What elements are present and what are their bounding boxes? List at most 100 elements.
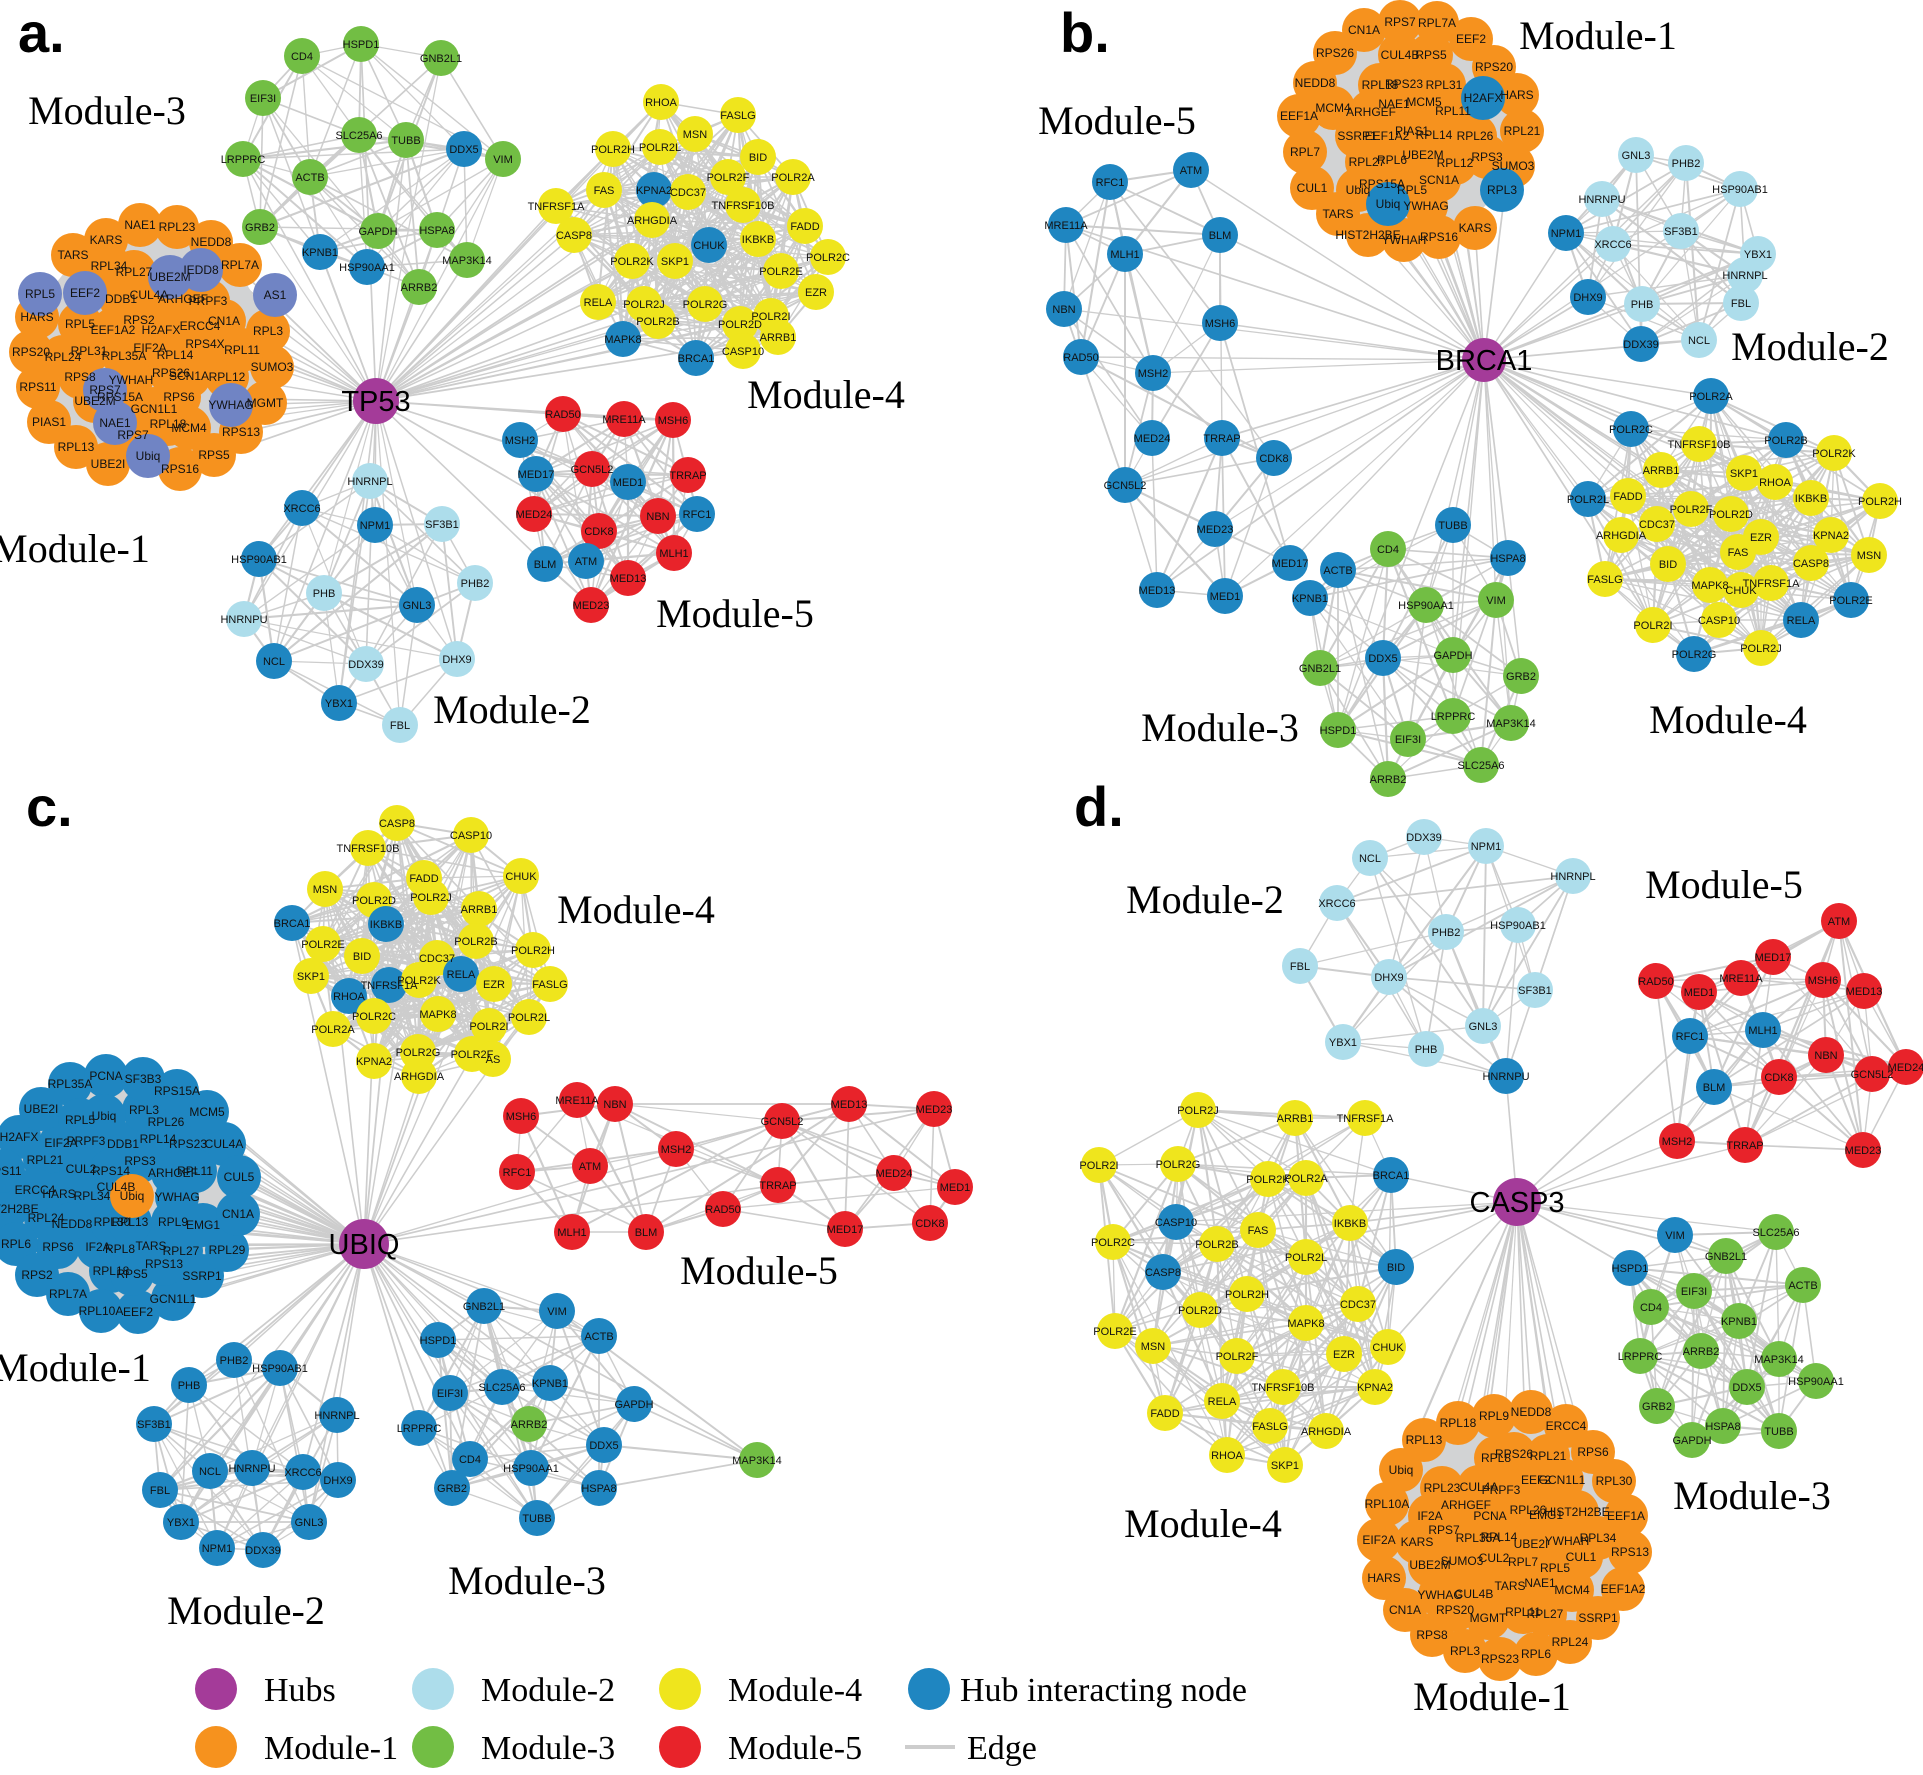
- svg-text:EEF2: EEF2: [123, 1305, 153, 1319]
- svg-text:MAPK8: MAPK8: [1287, 1318, 1324, 1330]
- svg-text:BRCA1: BRCA1: [1436, 345, 1533, 377]
- svg-text:ARHGEF: ARHGEF: [1346, 105, 1396, 119]
- svg-text:VIM: VIM: [493, 154, 513, 166]
- svg-text:ARRB1: ARRB1: [1277, 1113, 1314, 1125]
- svg-text:MED23: MED23: [1845, 1145, 1882, 1157]
- svg-text:KPNB1: KPNB1: [532, 1378, 568, 1390]
- svg-text:MED13: MED13: [1846, 986, 1883, 998]
- svg-text:ACTB: ACTB: [295, 172, 324, 184]
- svg-text:POLR2A: POLR2A: [1284, 1173, 1328, 1185]
- svg-text:CASP8: CASP8: [1145, 1267, 1181, 1279]
- svg-text:MED24: MED24: [876, 1168, 913, 1180]
- svg-text:GNB2L1: GNB2L1: [420, 53, 462, 65]
- svg-text:NBN: NBN: [603, 1099, 626, 1111]
- svg-text:RPL11: RPL11: [1505, 1605, 1541, 1619]
- svg-text:RPL26: RPL26: [1457, 129, 1494, 143]
- svg-text:PHB2: PHB2: [461, 578, 490, 590]
- svg-text:RPL27: RPL27: [1527, 1607, 1564, 1621]
- svg-text:ARHGDIA: ARHGDIA: [394, 1071, 445, 1083]
- svg-text:MSH2: MSH2: [1662, 1136, 1693, 1148]
- svg-text:CUL2: CUL2: [1479, 1551, 1510, 1565]
- svg-text:Module-3: Module-3: [481, 1730, 615, 1767]
- svg-text:ARRB1: ARRB1: [1643, 465, 1680, 477]
- svg-text:RPL24: RPL24: [28, 1211, 65, 1225]
- svg-text:HSPD1: HSPD1: [1320, 725, 1357, 737]
- svg-text:RPL18: RPL18: [1440, 1416, 1477, 1430]
- svg-text:Module-2: Module-2: [433, 687, 591, 732]
- svg-text:GAPDH: GAPDH: [1672, 1435, 1711, 1447]
- svg-text:SF3B3: SF3B3: [125, 1072, 162, 1086]
- svg-text:RPL3: RPL3: [129, 1103, 159, 1117]
- svg-text:NAE1: NAE1: [99, 416, 131, 430]
- svg-text:ARRB2: ARRB2: [1683, 1346, 1720, 1358]
- svg-text:BLM: BLM: [635, 1227, 658, 1239]
- svg-text:DDX39: DDX39: [1406, 832, 1441, 844]
- svg-text:UBE2M: UBE2M: [74, 394, 115, 408]
- svg-text:HSPD1: HSPD1: [420, 1335, 457, 1347]
- svg-text:POLR2C: POLR2C: [1609, 424, 1653, 436]
- svg-text:IKBKB: IKBKB: [742, 234, 774, 246]
- svg-text:NEDD8: NEDD8: [1295, 76, 1336, 90]
- svg-text:YBX1: YBX1: [325, 698, 353, 710]
- svg-text:CUL4A: CUL4A: [205, 1137, 244, 1151]
- svg-text:CUL4B: CUL4B: [97, 1180, 136, 1194]
- svg-text:UBE2M: UBE2M: [149, 270, 190, 284]
- svg-text:ACTB: ACTB: [1323, 565, 1352, 577]
- svg-text:FBL: FBL: [1290, 961, 1310, 973]
- svg-text:UBE2I: UBE2I: [1514, 1537, 1549, 1551]
- svg-text:HSP90AA1: HSP90AA1: [503, 1463, 559, 1475]
- svg-text:Module-5: Module-5: [656, 591, 814, 636]
- svg-text:HIST2H2BE: HIST2H2BE: [1335, 228, 1400, 242]
- svg-text:NEDD8: NEDD8: [52, 1217, 93, 1231]
- svg-text:d.: d.: [1074, 775, 1124, 838]
- svg-text:ARHGEF: ARHGEF: [1441, 1498, 1491, 1512]
- svg-text:SKP1: SKP1: [1271, 1460, 1299, 1472]
- svg-text:YBX1: YBX1: [167, 1517, 195, 1529]
- svg-text:IF2A: IF2A: [1417, 1509, 1442, 1523]
- svg-text:CHUK: CHUK: [693, 240, 725, 252]
- svg-text:GAPDH: GAPDH: [614, 1399, 653, 1411]
- svg-text:POLR2F: POLR2F: [1670, 504, 1713, 516]
- svg-text:MCM4: MCM4: [171, 421, 207, 435]
- svg-text:b.: b.: [1060, 1, 1110, 64]
- svg-text:TP53: TP53: [341, 386, 410, 418]
- svg-text:RPL14: RPL14: [157, 348, 194, 362]
- svg-text:CN1A: CN1A: [1348, 23, 1380, 37]
- svg-text:POLR2L: POLR2L: [639, 142, 681, 154]
- svg-text:RPL21: RPL21: [27, 1153, 64, 1167]
- svg-text:RPS6: RPS6: [42, 1240, 74, 1254]
- svg-text:CN1A: CN1A: [222, 1207, 254, 1221]
- svg-text:RPS2: RPS2: [21, 1268, 53, 1282]
- svg-text:RELA: RELA: [584, 297, 613, 309]
- svg-text:MED13: MED13: [610, 573, 647, 585]
- svg-text:CN1A: CN1A: [1389, 1603, 1421, 1617]
- svg-text:Module-3: Module-3: [28, 88, 186, 133]
- svg-text:RPS11: RPS11: [19, 380, 56, 394]
- svg-text:RPL13: RPL13: [58, 440, 95, 454]
- svg-text:ARRB2: ARRB2: [511, 1419, 548, 1431]
- svg-text:Hubs: Hubs: [264, 1672, 336, 1709]
- svg-text:POLR2G: POLR2G: [1156, 1159, 1201, 1171]
- svg-text:GCN1L1: GCN1L1: [150, 1292, 197, 1306]
- svg-text:FADD: FADD: [790, 221, 819, 233]
- svg-text:HNRNPL: HNRNPL: [314, 1410, 359, 1422]
- svg-text:GNL3: GNL3: [295, 1517, 324, 1529]
- svg-text:GCN5L2: GCN5L2: [1104, 480, 1147, 492]
- svg-text:RPS7: RPS7: [1384, 15, 1416, 29]
- svg-text:HSP90AA1: HSP90AA1: [339, 262, 395, 274]
- svg-text:Module-2: Module-2: [481, 1672, 615, 1709]
- svg-text:XRCC6: XRCC6: [1594, 239, 1631, 251]
- svg-text:ARRB1: ARRB1: [461, 904, 498, 916]
- svg-text:RPS4X: RPS4X: [185, 337, 224, 351]
- svg-text:TNFRSF1A: TNFRSF1A: [1743, 578, 1801, 590]
- svg-text:BID: BID: [749, 152, 767, 164]
- svg-text:RPS20: RPS20: [12, 345, 50, 359]
- svg-text:Ubiq: Ubiq: [1376, 197, 1401, 211]
- svg-text:RPL18: RPL18: [1362, 78, 1399, 92]
- svg-text:UBIQ: UBIQ: [329, 1229, 400, 1261]
- svg-text:NAE1: NAE1: [1378, 97, 1410, 111]
- svg-text:FAS: FAS: [1728, 547, 1749, 559]
- svg-text:PHB2: PHB2: [1672, 158, 1701, 170]
- svg-text:POLR2K: POLR2K: [1812, 448, 1856, 460]
- svg-text:Ubiq: Ubiq: [1346, 183, 1371, 197]
